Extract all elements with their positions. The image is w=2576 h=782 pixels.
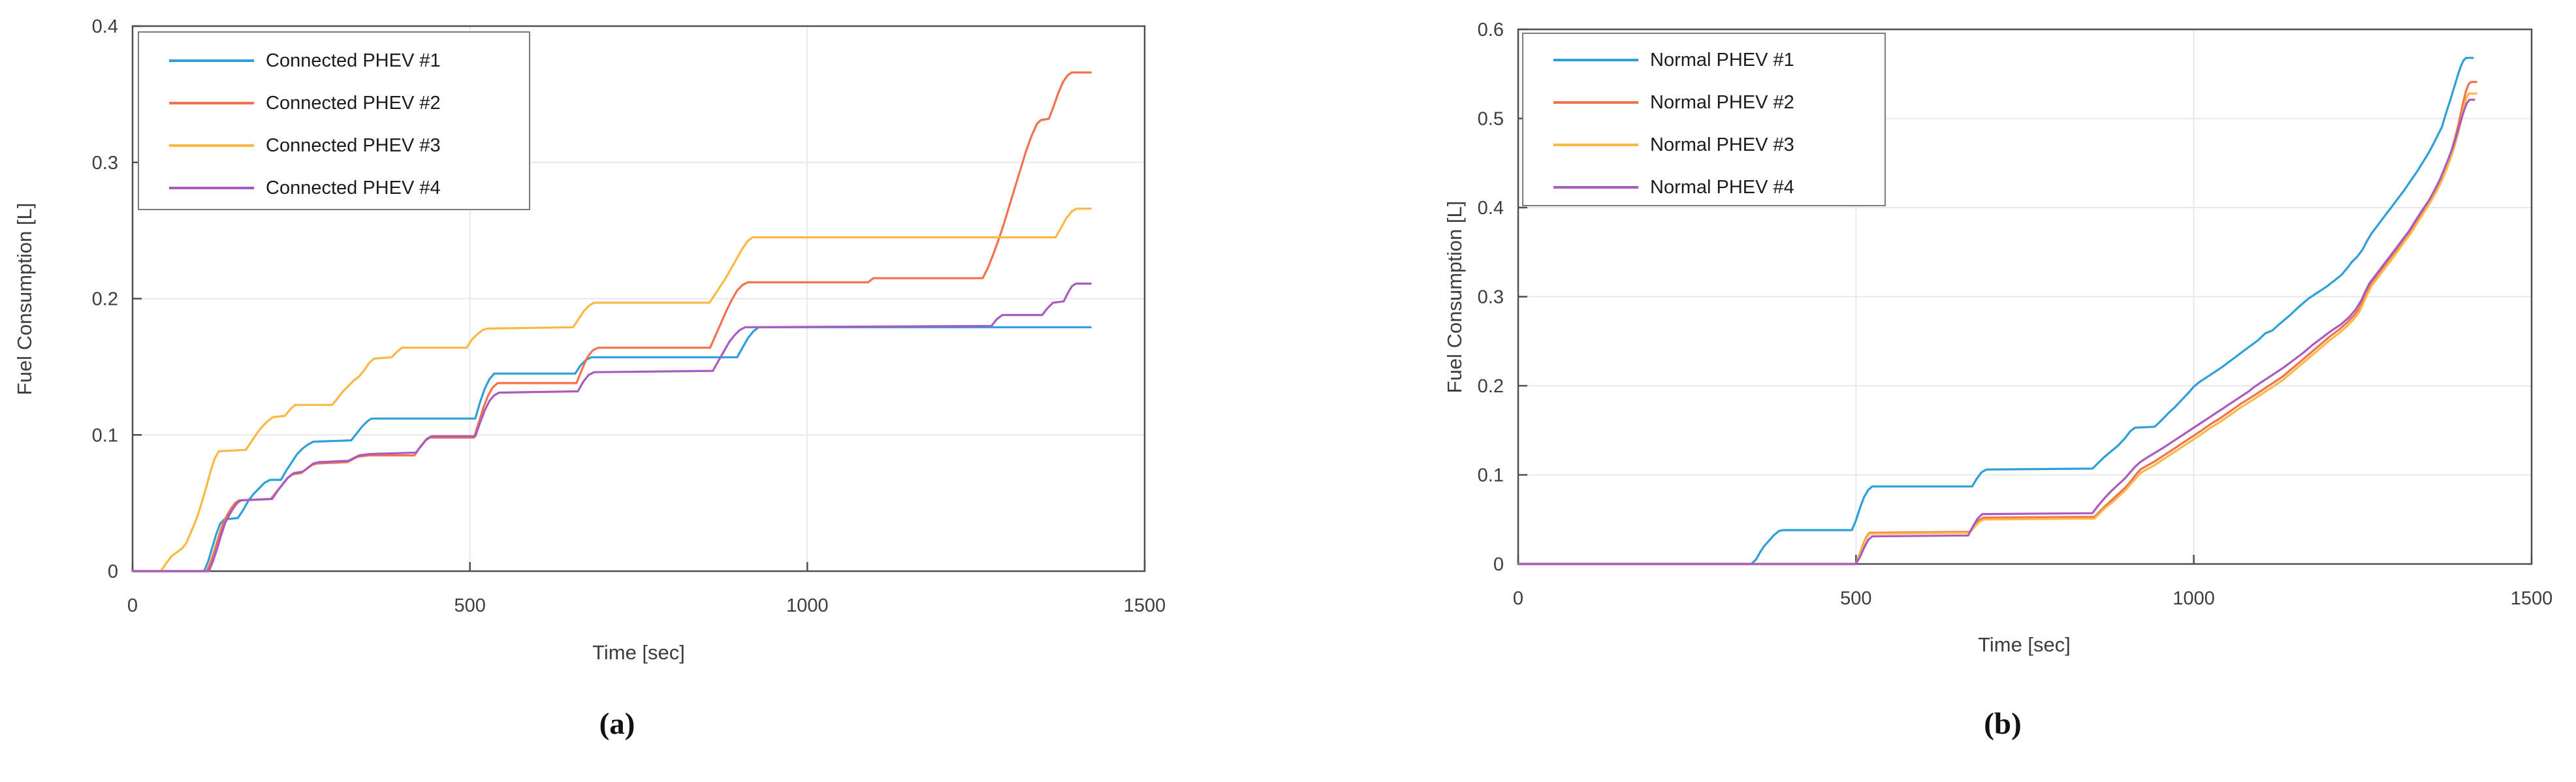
series-curve-connected-phev-3 — [131, 208, 1092, 572]
legend-line-swatch — [1553, 59, 1638, 61]
legend-label: Connected PHEV #2 — [266, 92, 441, 114]
legend-label: Normal PHEV #4 — [1650, 176, 1794, 198]
x-tick-label: 1000 — [786, 595, 829, 616]
y-tick-label: 0.4 — [92, 16, 118, 37]
x-axis-label-chart-a: Time [sec] — [592, 641, 685, 664]
y-tick-label: 0.5 — [1478, 109, 1504, 130]
legend-chart-a: Connected PHEV #1 Connected PHEV #2 Conn… — [138, 31, 530, 210]
x-tick-label: 1000 — [2172, 588, 2215, 609]
legend-label: Normal PHEV #1 — [1650, 49, 1794, 70]
legend-line-swatch — [1553, 101, 1638, 104]
legend-label: Connected PHEV #1 — [266, 50, 441, 71]
legend-label: Connected PHEV #4 — [266, 177, 441, 198]
legend-item: Connected PHEV #3 — [139, 125, 529, 166]
legend-line-swatch — [1553, 186, 1638, 189]
x-tick-label: 1500 — [2511, 588, 2553, 609]
x-axis-label-chart-b: Time [sec] — [1978, 633, 2071, 656]
legend-line-swatch — [1553, 144, 1638, 146]
legend-item: Connected PHEV #2 — [139, 82, 529, 124]
series-curve-normal-phev-3 — [1517, 92, 2477, 565]
legend-item: Normal PHEV #1 — [1523, 39, 1884, 81]
legend-label: Normal PHEV #3 — [1650, 134, 1794, 155]
caption-chart-a: (a) — [599, 707, 635, 741]
x-tick-label: 500 — [1840, 588, 1871, 609]
series-curve-connected-phev-4 — [131, 282, 1092, 572]
legend-label: Normal PHEV #2 — [1650, 91, 1794, 113]
x-tick-label: 0 — [127, 595, 138, 616]
legend-line-swatch — [169, 59, 254, 62]
y-tick-label: 0.2 — [1478, 376, 1504, 397]
legend-line-swatch — [169, 144, 254, 147]
x-tick-label: 1500 — [1124, 595, 1166, 616]
legend-item: Normal PHEV #3 — [1523, 124, 1884, 166]
legend-chart-b: Normal PHEV #1 Normal PHEV #2 Normal PHE… — [1522, 33, 1886, 206]
y-tick-label: 0.6 — [1478, 20, 1504, 40]
y-tick-label: 0.3 — [92, 153, 118, 174]
y-tick-label: 0.2 — [92, 289, 118, 310]
legend-item: Connected PHEV #1 — [139, 40, 529, 82]
y-tick-label: 0 — [1493, 554, 1504, 575]
y-tick-label: 0.4 — [1478, 198, 1504, 219]
y-axis-label-chart-a: Fuel Consumption [L] — [13, 202, 36, 396]
caption-chart-b: (b) — [1984, 707, 2022, 741]
y-tick-label: 0.1 — [1478, 465, 1504, 486]
x-tick-label: 0 — [1513, 588, 1523, 609]
y-tick-label: 0 — [108, 561, 118, 582]
legend-item: Normal PHEV #2 — [1523, 82, 1884, 123]
series-curve-connected-phev-1 — [131, 326, 1092, 572]
y-axis-label-chart-b: Fuel Consumption [L] — [1443, 200, 1466, 394]
series-curve-normal-phev-1 — [1517, 57, 2474, 565]
y-tick-label: 0.1 — [92, 425, 118, 446]
series-curve-normal-phev-4 — [1517, 99, 2475, 565]
x-tick-label: 500 — [454, 595, 485, 616]
legend-label: Connected PHEV #3 — [266, 134, 441, 156]
legend-line-swatch — [169, 102, 254, 104]
legend-item: Normal PHEV #4 — [1523, 166, 1884, 208]
y-tick-label: 0.3 — [1478, 287, 1504, 308]
legend-item: Connected PHEV #4 — [139, 167, 529, 209]
legend-line-swatch — [169, 187, 254, 189]
